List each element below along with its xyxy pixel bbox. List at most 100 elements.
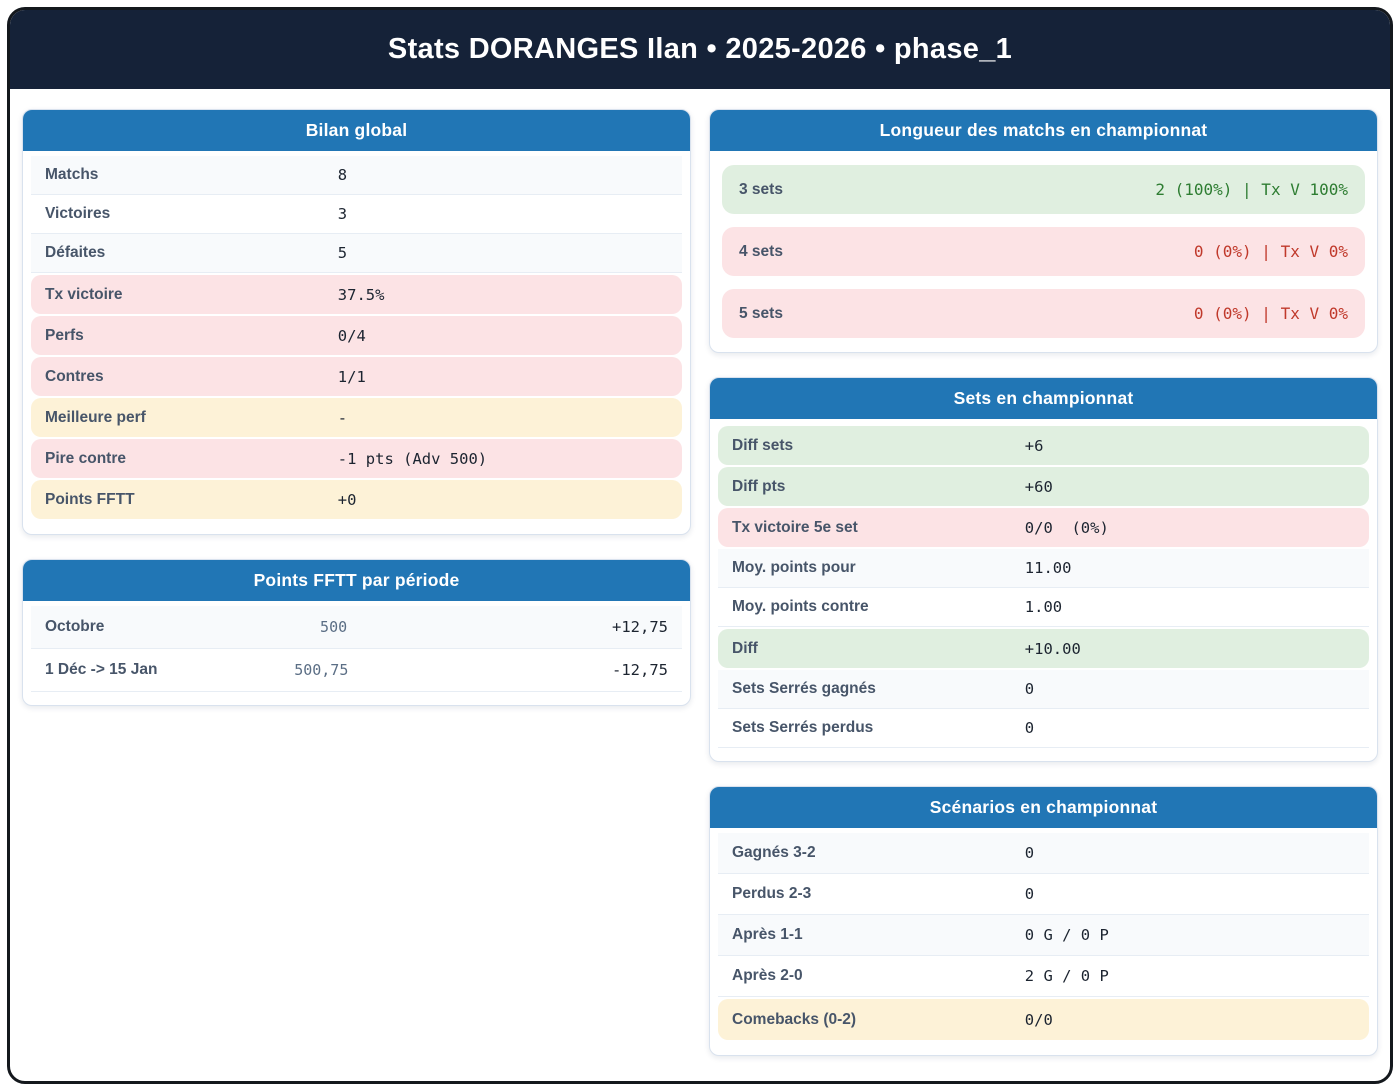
stat-row: Perdus 2-3 0: [718, 874, 1369, 915]
stat-label: Perfs: [45, 326, 84, 344]
stat-label: 3 sets: [739, 180, 783, 198]
stat-row: Contres 1/1: [31, 357, 682, 396]
stat-row: Perfs 0/4: [31, 316, 682, 355]
stat-value: 0 G / 0 P: [1024, 926, 1109, 944]
stat-row: 3 sets 2 (100%) | Tx V 100%: [722, 165, 1365, 214]
stat-row: 1 Déc -> 15 Jan 500,75 -12,75: [31, 649, 682, 692]
stat-value: +6: [1024, 436, 1044, 455]
stat-row: Points FFTT +0: [31, 480, 682, 519]
stat-row: Matchs 8: [31, 156, 682, 195]
stat-row: Après 2-0 2 G / 0 P: [718, 956, 1369, 997]
card-scenarios-championnat-title: Scénarios en championnat: [710, 787, 1377, 828]
stat-value: 37.5%: [337, 285, 385, 304]
stat-mid-value: 500: [320, 618, 348, 636]
stat-label: Meilleure perf: [45, 408, 146, 426]
stat-label: 5 sets: [739, 304, 783, 322]
stat-label: Diff sets: [732, 436, 794, 454]
stat-row: Meilleure perf -: [31, 398, 682, 437]
right-column: Longueur des matchs en championnat 3 set…: [709, 109, 1378, 1056]
stat-row: 4 sets 0 (0%) | Tx V 0%: [722, 227, 1365, 276]
card-bilan-global-body: Matchs 8 Victoires 3 Défaites 5 Tx victoire 37.…: [23, 151, 690, 534]
card-points-fftt-periode-body: Octobre 500 +12,75 1 Déc -> 15 Jan 500,75 -12…: [23, 601, 690, 705]
stat-value: 0/4: [337, 326, 366, 345]
stat-label: Sets Serrés gagnés: [732, 680, 876, 697]
stat-label: Moy. points pour: [732, 559, 856, 576]
stat-label: Défaites: [45, 244, 106, 261]
stats-page: Stats DORANGES Ilan • 2025-2026 • phase_…: [7, 7, 1393, 1084]
stat-row: Tx victoire 37.5%: [31, 275, 682, 314]
left-column: Bilan global Matchs 8 Victoires 3 Défaites 5 T…: [22, 109, 691, 706]
stat-value: 5: [337, 244, 348, 262]
stat-label: Moy. points contre: [732, 598, 869, 615]
stat-value: 0/0 (0%): [1024, 518, 1109, 537]
stat-label: Diff pts: [732, 477, 786, 495]
card-sets-championnat-body: Diff sets +6 Diff pts +60 Tx victoire 5e set…: [710, 419, 1377, 761]
stat-label: Contres: [45, 367, 104, 385]
stat-value: 2 G / 0 P: [1024, 967, 1109, 985]
stat-value: +60: [1024, 477, 1053, 496]
stat-value: 8: [337, 166, 348, 184]
stat-value: 1.00: [1024, 598, 1063, 616]
card-points-fftt-periode-title: Points FFTT par période: [23, 560, 690, 601]
stat-row: Octobre 500 +12,75: [31, 606, 682, 649]
card-longueur-matchs-title: Longueur des matchs en championnat: [710, 110, 1377, 151]
stat-value: +10.00: [1024, 639, 1081, 658]
card-sets-championnat-title: Sets en championnat: [710, 378, 1377, 419]
stat-value: 1/1: [337, 367, 366, 386]
stat-value: 3: [337, 205, 348, 223]
stat-value: 11.00: [1024, 559, 1072, 577]
stat-label: Points FFTT: [45, 490, 135, 508]
stat-row: Défaites 5: [31, 234, 682, 273]
stat-row: 5 sets 0 (0%) | Tx V 0%: [722, 289, 1365, 338]
stat-value: +0: [337, 490, 357, 509]
stat-row: Après 1-1 0 G / 0 P: [718, 915, 1369, 956]
stat-row: Moy. points contre 1.00: [718, 588, 1369, 627]
stat-label: Pire contre: [45, 449, 126, 467]
stat-row: Pire contre -1 pts (Adv 500): [31, 439, 682, 478]
stat-label: Diff: [732, 639, 758, 657]
stat-value: 0: [1024, 719, 1035, 737]
stat-value: 2 (100%) | Tx V 100%: [1155, 180, 1348, 199]
card-longueur-matchs: Longueur des matchs en championnat 3 set…: [709, 109, 1378, 353]
stat-label: Perdus 2-3: [732, 885, 812, 902]
card-scenarios-championnat: Scénarios en championnat Gagnés 3-2 0 Perd…: [709, 786, 1378, 1056]
content-area: Bilan global Matchs 8 Victoires 3 Défaites 5 T…: [10, 89, 1390, 1070]
stat-label: 1 Déc -> 15 Jan: [45, 661, 158, 678]
card-bilan-global-title: Bilan global: [23, 110, 690, 151]
stat-row: Comebacks (0-2) 0/0: [718, 999, 1369, 1040]
stat-row: Diff pts +60: [718, 467, 1369, 506]
stat-label: 4 sets: [739, 242, 783, 260]
stat-label: Octobre: [45, 618, 105, 635]
card-sets-championnat: Sets en championnat Diff sets +6 Diff pts +…: [709, 377, 1378, 762]
card-points-fftt-periode: Points FFTT par période Octobre 500 +12,75…: [22, 559, 691, 706]
stat-value: 0: [1024, 885, 1035, 903]
stat-value: -1 pts (Adv 500): [337, 449, 488, 468]
stat-label: Tx victoire 5e set: [732, 518, 858, 536]
stat-row: Moy. points pour 11.00: [718, 549, 1369, 588]
page-title: Stats DORANGES Ilan • 2025-2026 • phase_…: [387, 33, 1013, 65]
stat-label: Matchs: [45, 166, 99, 183]
stat-value: 0/0: [1024, 1010, 1053, 1029]
stat-label: Après 2-0: [732, 967, 803, 984]
page-header: Stats DORANGES Ilan • 2025-2026 • phase_…: [10, 10, 1390, 89]
card-bilan-global: Bilan global Matchs 8 Victoires 3 Défaites 5 T…: [22, 109, 691, 535]
stat-mid-value: 500,75: [294, 661, 349, 679]
stat-value: 0: [1024, 680, 1035, 698]
stat-row: Gagnés 3-2 0: [718, 833, 1369, 874]
stat-row: Sets Serrés gagnés 0: [718, 670, 1369, 709]
stat-label: Après 1-1: [732, 926, 803, 943]
stat-value: -: [337, 408, 348, 427]
stat-value: +12,75: [612, 618, 668, 636]
stat-row: Diff +10.00: [718, 629, 1369, 668]
stat-label: Comebacks (0-2): [732, 1010, 857, 1028]
stat-row: Victoires 3: [31, 195, 682, 234]
stat-row: Sets Serrés perdus 0: [718, 709, 1369, 748]
stat-row: Diff sets +6: [718, 426, 1369, 465]
stat-value: 0: [1024, 844, 1035, 862]
card-longueur-matchs-body: 3 sets 2 (100%) | Tx V 100% 4 sets 0 (0%) |…: [710, 151, 1377, 352]
stat-value: 0 (0%) | Tx V 0%: [1193, 304, 1348, 323]
stat-value: 0 (0%) | Tx V 0%: [1193, 242, 1348, 261]
stat-label: Gagnés 3-2: [732, 844, 816, 861]
stat-label: Tx victoire: [45, 285, 123, 303]
stat-row: Tx victoire 5e set 0/0 (0%): [718, 508, 1369, 547]
